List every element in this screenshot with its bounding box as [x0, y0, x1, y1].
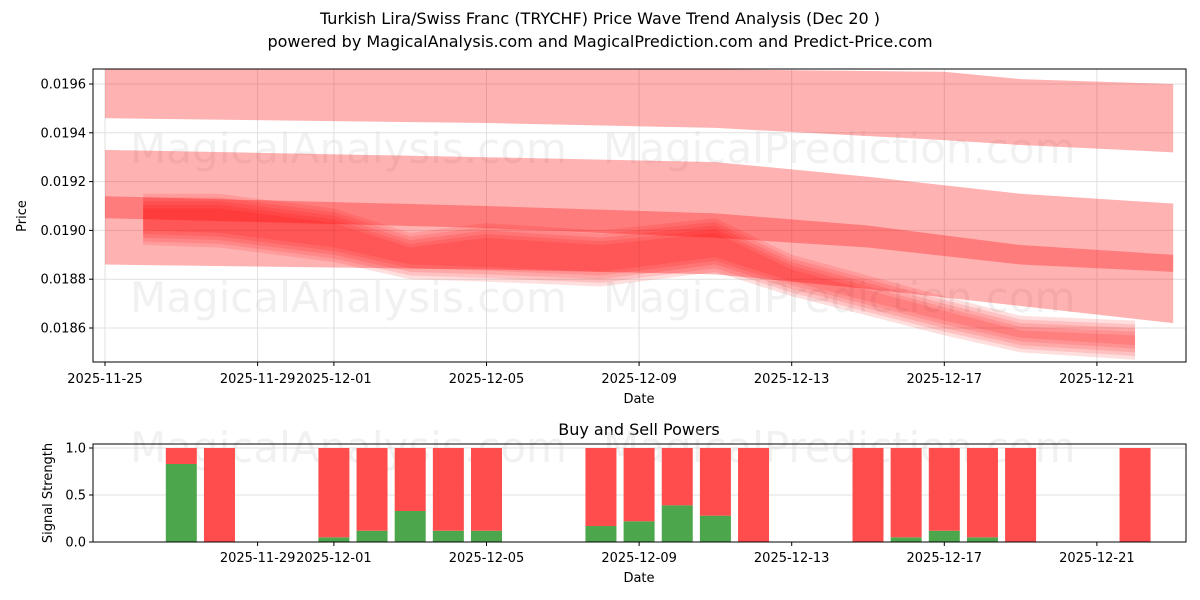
x-tick-label: 2025-12-09 — [601, 551, 677, 566]
buy-bar — [661, 505, 693, 542]
price-wave-band — [143, 193, 1136, 346]
y-tick-label: 0.0194 — [41, 126, 87, 141]
sell-bar — [1005, 448, 1037, 542]
trend-band — [105, 196, 1174, 272]
price-wave-band — [143, 201, 1136, 353]
x-tick-label: 2025-12-01 — [296, 551, 372, 566]
svg-text:MagicalAnalysis.com: MagicalAnalysis.com — [130, 273, 567, 322]
y-tick-label: 1.0 — [65, 442, 86, 457]
sell-bar — [318, 448, 350, 538]
signal-y-axis: 0.0 0.5 1.0 — [65, 442, 93, 551]
chart-subtitle: powered by MagicalAnalysis.com and Magic… — [267, 32, 933, 51]
price-wave-band — [143, 204, 1136, 357]
y-tick-label: 0.0190 — [41, 224, 87, 239]
price-wave-band — [143, 197, 1136, 349]
sell-bar — [699, 448, 731, 516]
sell-bar — [966, 448, 998, 538]
sell-bar — [1119, 448, 1151, 542]
price-x-label: Date — [623, 392, 654, 407]
buy-bar — [966, 537, 998, 542]
buy-bar — [890, 537, 922, 542]
signal-bars — [165, 448, 1151, 542]
sell-bar — [890, 448, 922, 538]
y-tick-label: 0.0192 — [41, 175, 87, 190]
sell-bar — [852, 448, 884, 542]
x-tick-label: 2025-11-29 — [220, 551, 296, 566]
chart-title: Turkish Lira/Swiss Franc (TRYCHF) Price … — [319, 9, 881, 28]
x-tick-label: 2025-12-13 — [754, 372, 830, 387]
signal-x-label: Date — [623, 571, 654, 586]
price-watermarks: MagicalAnalysis.com MagicalPrediction.com… — [130, 124, 1076, 322]
sell-bar — [623, 448, 655, 522]
buy-bar — [699, 515, 731, 542]
buy-bar — [585, 526, 617, 542]
price-x-axis: 2025-11-25 2025-11-29 2025-12-01 2025-12-05… — [67, 362, 1135, 387]
signal-chart-title: Buy and Sell Powers — [558, 420, 720, 439]
sell-bar — [471, 448, 502, 531]
x-tick-label: 2025-12-01 — [296, 372, 372, 387]
x-tick-label: 2025-12-05 — [449, 551, 525, 566]
y-tick-label: 0.0 — [65, 536, 86, 551]
buy-bar — [165, 463, 197, 542]
x-tick-label: 2025-11-25 — [67, 372, 143, 387]
x-tick-label: 2025-12-21 — [1059, 372, 1135, 387]
sell-bar — [356, 448, 388, 531]
price-y-axis: 0.0186 0.0188 0.0190 0.0192 0.0194 0.0196 — [41, 78, 93, 337]
price-grid — [93, 69, 1186, 362]
buy-bar — [432, 530, 464, 542]
price-bands — [105, 69, 1174, 360]
price-wave-band — [143, 208, 1136, 360]
svg-text:MagicalPrediction.com: MagicalPrediction.com — [603, 124, 1076, 173]
x-tick-label: 2025-12-09 — [601, 372, 677, 387]
sell-bar — [738, 448, 770, 542]
sell-bar — [928, 448, 960, 531]
buy-bar — [623, 521, 655, 542]
buy-bar — [471, 530, 502, 542]
mid-upper-band — [105, 149, 1174, 324]
signal-y-label: Signal Strength — [41, 443, 56, 543]
x-tick-label: 2025-12-13 — [754, 551, 830, 566]
x-tick-label: 2025-12-17 — [907, 372, 983, 387]
buy-bar — [928, 530, 960, 542]
svg-text:MagicalPrediction.com: MagicalPrediction.com — [603, 273, 1076, 322]
sell-bar — [661, 448, 693, 506]
x-tick-label: 2025-11-29 — [220, 372, 296, 387]
signal-x-axis: 2025-11-29 2025-12-01 2025-12-05 2025-12-09… — [220, 542, 1135, 566]
price-y-label: Price — [15, 200, 30, 232]
sell-bar — [394, 448, 426, 511]
x-tick-label: 2025-12-17 — [907, 551, 983, 566]
y-tick-label: 0.0186 — [41, 322, 87, 337]
buy-bar — [318, 537, 350, 542]
x-tick-label: 2025-12-05 — [449, 372, 525, 387]
sell-bar — [203, 448, 235, 542]
sell-bar — [165, 448, 197, 464]
svg-text:MagicalAnalysis.com: MagicalAnalysis.com — [130, 124, 567, 173]
y-tick-label: 0.5 — [65, 489, 86, 504]
sell-bar — [585, 448, 617, 527]
buy-bar — [394, 510, 426, 542]
buy-bar — [356, 530, 388, 542]
upper-band — [105, 69, 1174, 153]
sell-bar — [432, 448, 464, 531]
y-tick-label: 0.0188 — [41, 273, 87, 288]
x-tick-label: 2025-12-21 — [1059, 551, 1135, 566]
y-tick-label: 0.0196 — [41, 78, 87, 93]
